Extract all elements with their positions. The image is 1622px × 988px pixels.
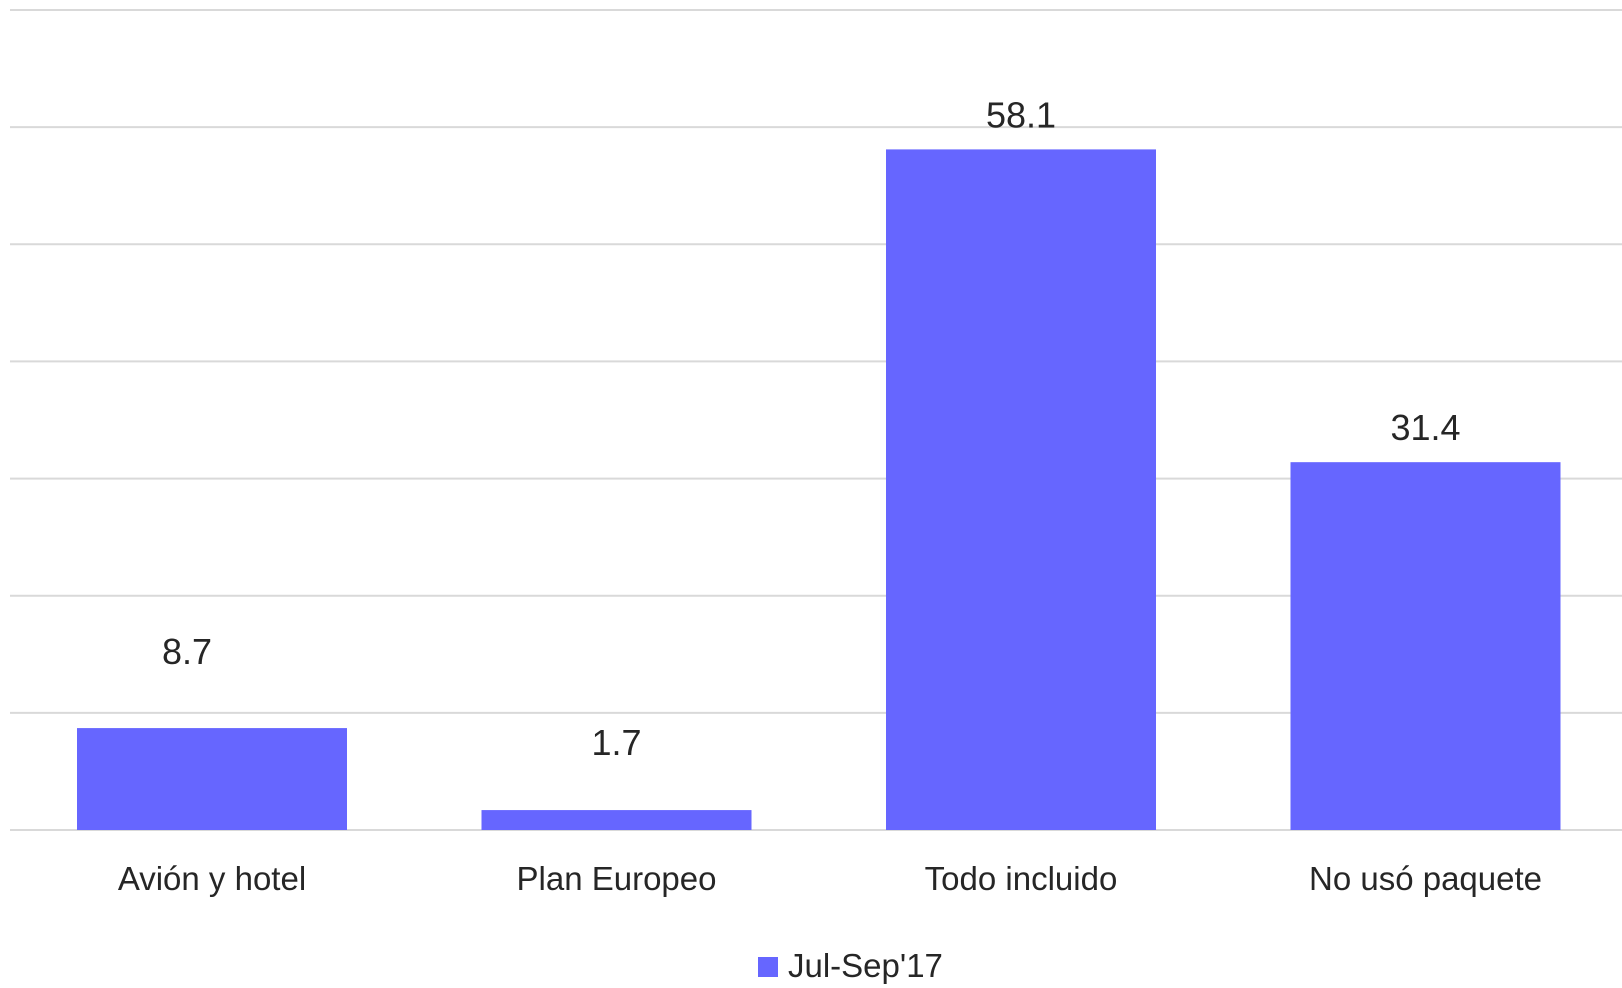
data-labels: 8.7 1.7 58.1 31.4 bbox=[162, 94, 1461, 763]
data-label: 8.7 bbox=[162, 631, 212, 672]
category-labels: Avión y hotel Plan Europeo Todo incluido No… bbox=[118, 860, 1542, 897]
legend-label: Jul-Sep'17 bbox=[788, 947, 943, 984]
legend: Jul-Sep'17 bbox=[758, 947, 943, 984]
bar bbox=[77, 728, 347, 830]
gridlines bbox=[10, 9, 1622, 831]
data-label: 58.1 bbox=[986, 94, 1056, 135]
category-label: Plan Europeo bbox=[517, 860, 717, 897]
category-label: Avión y hotel bbox=[118, 860, 306, 897]
bars bbox=[77, 149, 1561, 830]
category-label: Todo incluido bbox=[925, 860, 1118, 897]
bar bbox=[886, 149, 1156, 830]
data-label: 31.4 bbox=[1390, 407, 1460, 448]
bar bbox=[481, 810, 752, 830]
data-label: 1.7 bbox=[591, 722, 641, 763]
legend-swatch bbox=[758, 957, 778, 977]
category-label: No usó paquete bbox=[1309, 860, 1542, 897]
bar bbox=[1290, 462, 1561, 830]
